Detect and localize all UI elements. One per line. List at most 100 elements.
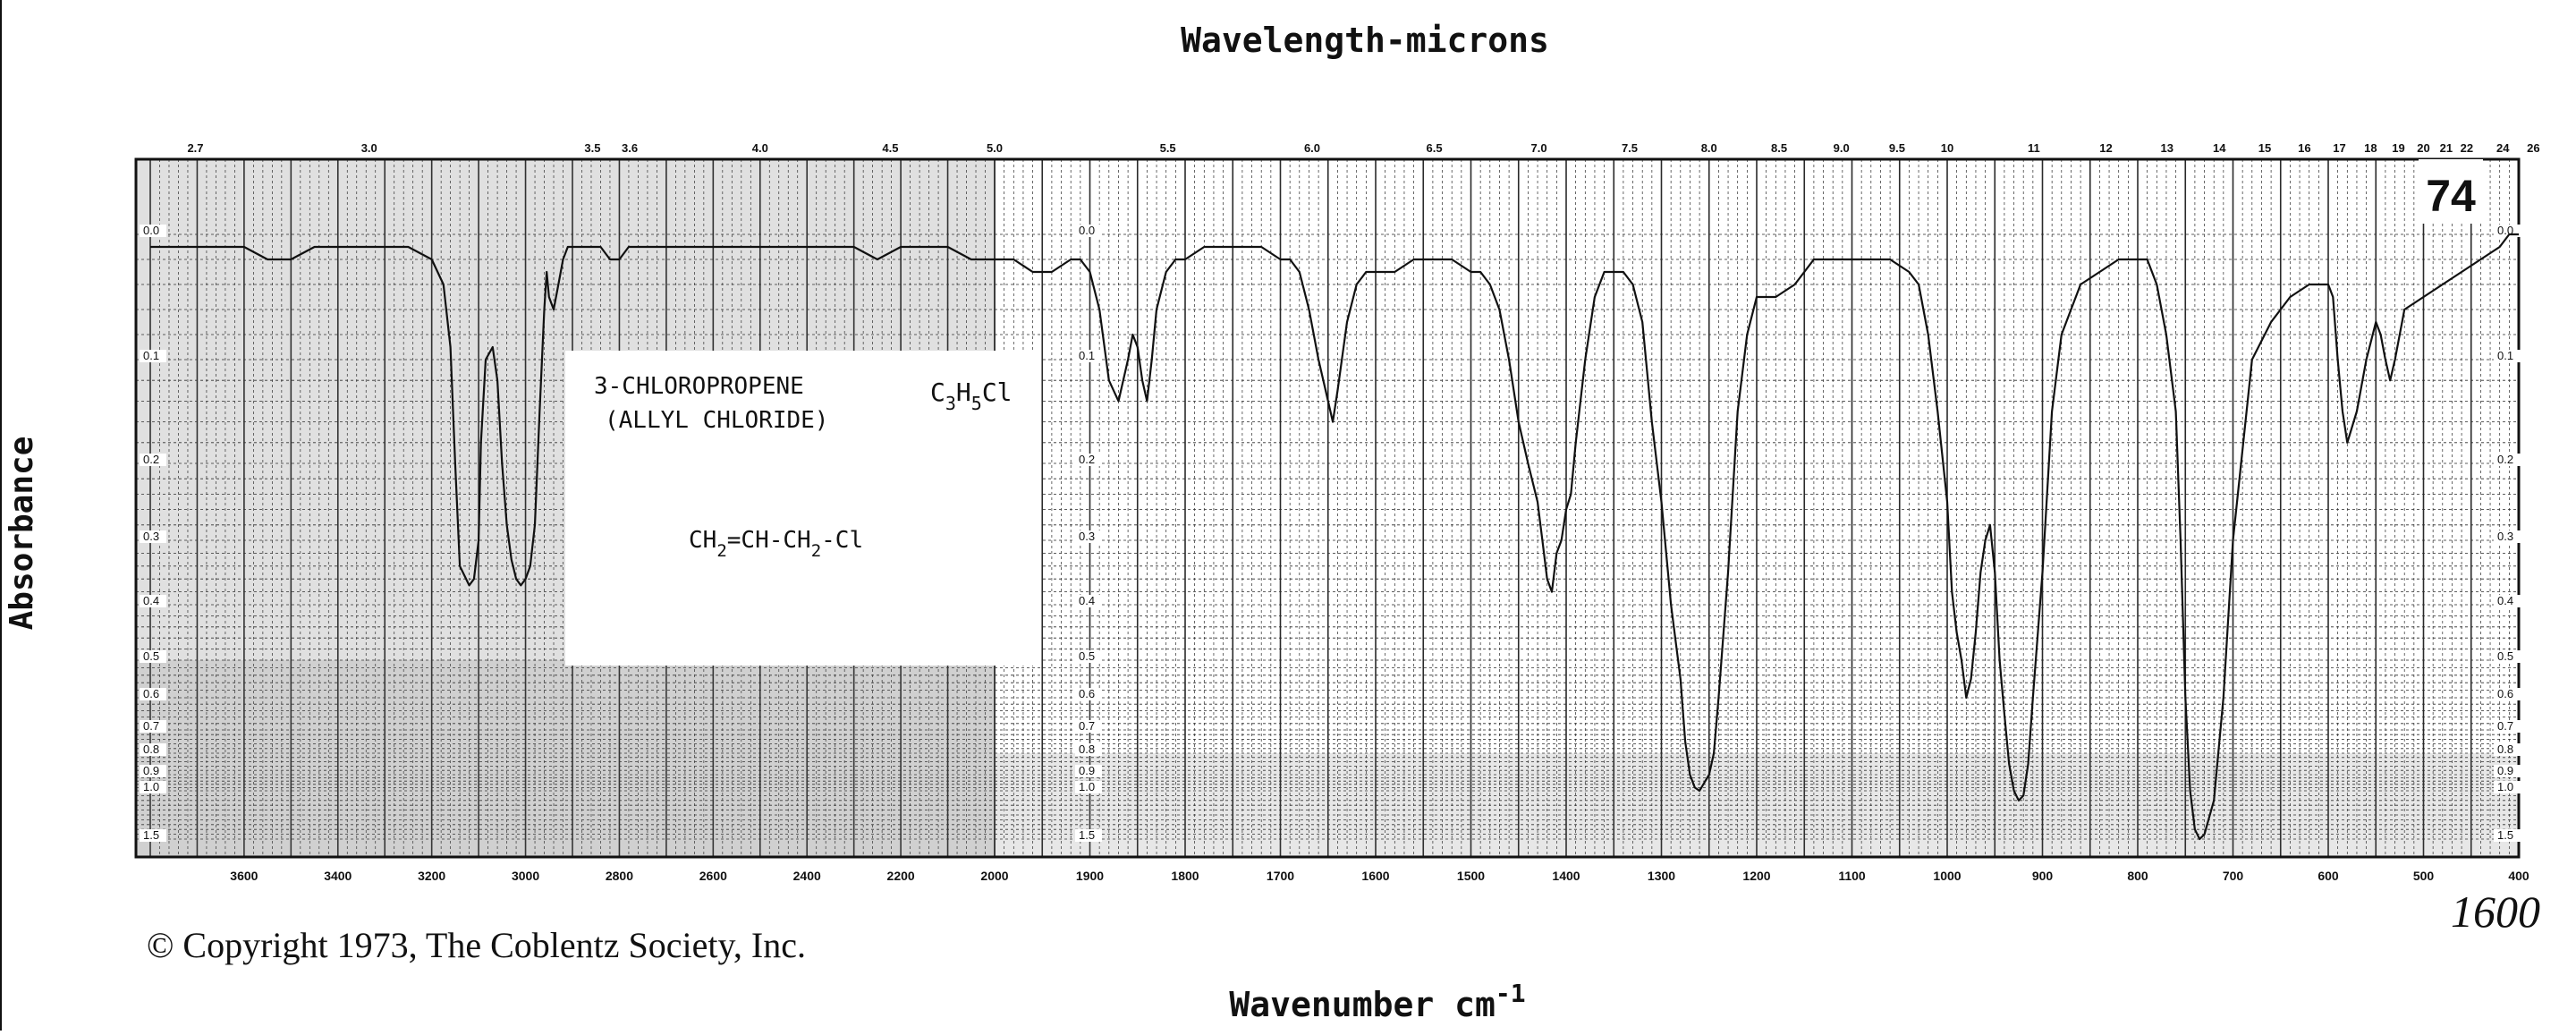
y-tick-label: 1.5: [2497, 828, 2513, 842]
y-tick-bg: [140, 530, 166, 543]
y-tick-bg: [1075, 829, 1102, 842]
y-tick-label: 0.9: [2497, 764, 2513, 777]
spectrum-number: 74: [2426, 171, 2476, 221]
bottom-tick-label: 2800: [606, 869, 633, 883]
top-tick-label: 12: [2099, 141, 2112, 155]
y-tick-label: 0.1: [2497, 349, 2513, 362]
bottom-tick-label: 1500: [1457, 869, 1485, 883]
bottom-tick-label: 2200: [887, 869, 915, 883]
bottom-tick-label: 1200: [1742, 869, 1770, 883]
bottom-tick-label: 700: [2223, 869, 2244, 883]
bottom-tick-label: 1600: [1361, 869, 1389, 883]
y-tick-bg: [2494, 829, 2521, 842]
y-tick-bg: [140, 595, 166, 607]
y-tick-bg: [1075, 350, 1102, 362]
grid-shade: [995, 753, 2519, 857]
left-axis-title: Absorbance: [4, 437, 40, 631]
structural-formula: CH2=CH-CH2-Cl: [689, 527, 863, 561]
compound-name-line2: (ALLYL CHLORIDE): [605, 407, 828, 434]
y-tick-label: 0.5: [1079, 649, 1095, 663]
bottom-tick-label: 1700: [1267, 869, 1294, 883]
bottom-tick-label: 2400: [793, 869, 821, 883]
y-tick-label: 1.5: [1079, 828, 1095, 842]
y-tick-label: 0.2: [2497, 453, 2513, 466]
top-tick-label: 26: [2527, 141, 2539, 155]
top-tick-label: 21: [2440, 141, 2453, 155]
top-tick-label: 22: [2461, 141, 2473, 155]
y-tick-label: 0.3: [2497, 530, 2513, 543]
top-tick-label: 24: [2496, 141, 2510, 155]
y-tick-label: 0.4: [143, 594, 159, 607]
compound-name-line1: 3-CHLOROPROPENE: [594, 373, 804, 400]
y-tick-bg: [2494, 350, 2521, 362]
y-tick-label: 0.7: [2497, 719, 2513, 733]
y-tick-label: 0.0: [143, 224, 159, 237]
y-tick-bg: [2494, 595, 2521, 607]
top-tick-label: 8.0: [1701, 141, 1717, 155]
y-tick-label: 0.3: [143, 530, 159, 543]
y-tick-bg: [140, 765, 166, 777]
y-tick-bg: [1075, 225, 1102, 237]
y-tick-bg: [1075, 720, 1102, 733]
top-tick-label: 6.0: [1304, 141, 1320, 155]
y-tick-label: 0.6: [2497, 687, 2513, 700]
y-tick-label: 0.8: [143, 742, 159, 756]
y-tick-label: 0.1: [1079, 349, 1095, 362]
y-tick-bg: [140, 720, 166, 733]
top-tick-label: 13: [2161, 141, 2174, 155]
y-tick-label: 0.2: [1079, 453, 1095, 466]
y-tick-bg: [1075, 688, 1102, 700]
y-tick-bg: [2494, 530, 2521, 543]
y-tick-label: 0.9: [143, 764, 159, 777]
y-tick-bg: [1075, 595, 1102, 607]
y-tick-label: 0.7: [143, 719, 159, 733]
top-tick-label: 9.5: [1889, 141, 1905, 155]
spectrum-number-box: 74: [2419, 159, 2483, 224]
y-tick-bg: [1075, 765, 1102, 777]
top-tick-label: 17: [2333, 141, 2345, 155]
y-tick-bg: [140, 350, 166, 362]
bottom-tick-label: 900: [2032, 869, 2054, 883]
top-tick-label: 14: [2213, 141, 2226, 155]
top-tick-label: 19: [2392, 141, 2404, 155]
top-tick-label: 11: [2028, 141, 2040, 155]
bottom-tick-label: 3200: [418, 869, 445, 883]
y-tick-label: 0.1: [143, 349, 159, 362]
handwritten-note: 1600: [2451, 887, 2540, 937]
y-tick-label: 1.0: [1079, 780, 1095, 793]
y-tick-bg: [140, 743, 166, 756]
y-tick-bg: [2494, 765, 2521, 777]
y-tick-label: 0.3: [1079, 530, 1095, 543]
bottom-tick-label: 500: [2413, 869, 2435, 883]
axis-ticks: 3600 3400 3200 3000 2800 2600 2400 2200 2000 1900…: [140, 141, 2540, 883]
top-tick-label: 20: [2417, 141, 2429, 155]
y-tick-bg: [140, 781, 166, 793]
top-tick-label: 5.5: [1160, 141, 1176, 155]
y-tick-bg: [2494, 743, 2521, 756]
bottom-tick-label: 3600: [230, 869, 258, 883]
bottom-tick-label: 1000: [1933, 869, 1961, 883]
y-tick-label: 0.0: [1079, 224, 1095, 237]
y-tick-bg: [1075, 530, 1102, 543]
bottom-tick-label: 3400: [324, 869, 352, 883]
bottom-tick-label: 1800: [1171, 869, 1199, 883]
top-tick-label: 18: [2364, 141, 2377, 155]
copyright-notice: © Copyright 1973, The Coblentz Society, …: [147, 925, 806, 965]
y-tick-label: 0.8: [1079, 742, 1095, 756]
y-tick-bg: [140, 688, 166, 700]
top-tick-label: 16: [2298, 141, 2310, 155]
y-tick-bg: [1075, 650, 1102, 663]
spectrum-line: [150, 233, 2519, 841]
top-axis-title: Wavelength-microns: [1181, 21, 1549, 60]
top-tick-label: 5.0: [987, 141, 1003, 155]
top-tick-label: 7.0: [1531, 141, 1547, 155]
bottom-tick-label: 2000: [980, 869, 1008, 883]
top-tick-label: 3.0: [361, 141, 377, 155]
y-tick-bg: [2494, 650, 2521, 663]
bottom-axis-title: Wavenumber cm-1: [1229, 979, 1525, 1024]
bottom-tick-label: 3000: [512, 869, 539, 883]
top-tick-label: 7.5: [1622, 141, 1638, 155]
top-tick-label: 4.0: [752, 141, 768, 155]
